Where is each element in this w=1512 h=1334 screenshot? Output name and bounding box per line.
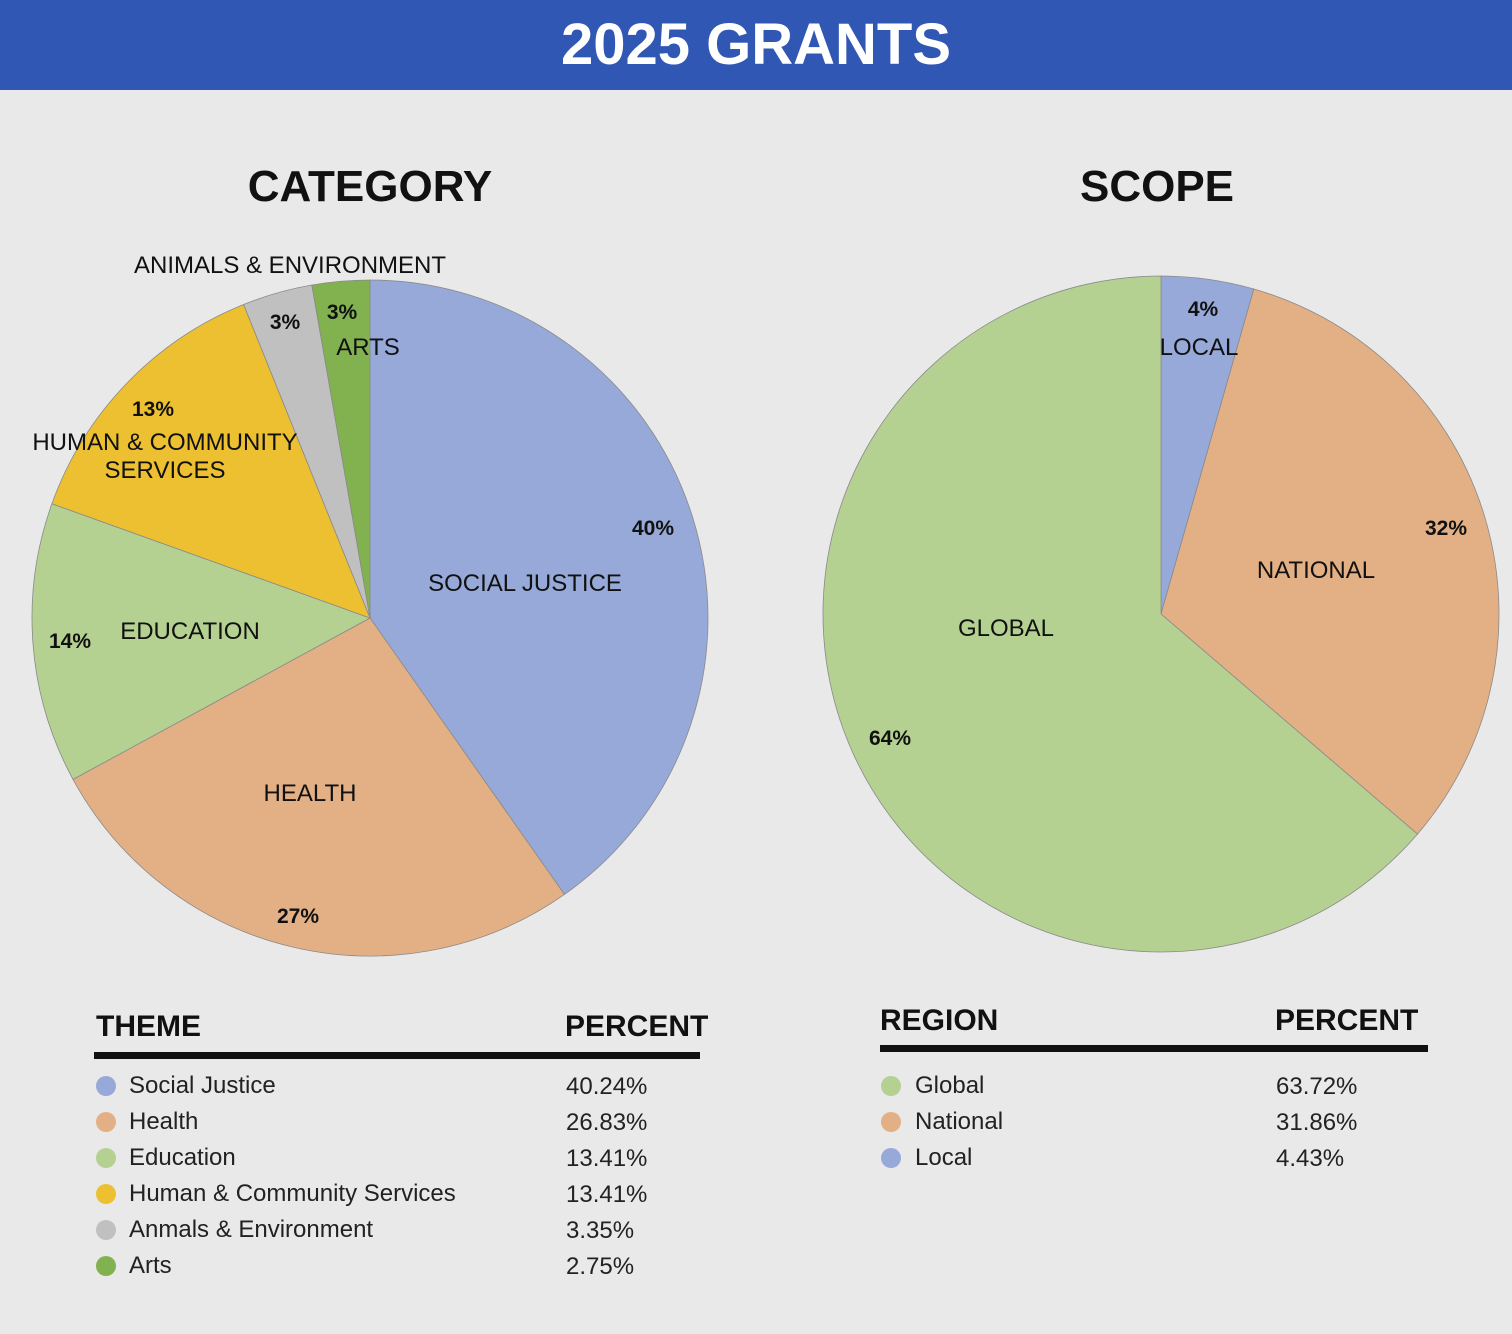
slice-label: HEALTH — [263, 780, 357, 807]
table-header: THEME — [96, 1010, 201, 1043]
header-bar — [0, 0, 1512, 90]
row-name: Anmals & Environment — [129, 1216, 374, 1243]
pie-slice — [1160, 288, 1500, 835]
row-percent: 26.83% — [566, 1109, 648, 1136]
chart-title: SCOPE — [1079, 162, 1235, 211]
pie-slice — [822, 275, 1419, 953]
row-name: Local — [915, 1144, 973, 1171]
pie-slice — [311, 279, 371, 619]
slice-label: HUMAN & COMMUNITY SERVICES — [32, 429, 298, 484]
row-percent: 13.41% — [566, 1181, 648, 1208]
pie-slice — [31, 503, 371, 780]
legend-dot — [96, 1220, 116, 1240]
legend-dot — [96, 1076, 116, 1096]
value-label: 32% — [1424, 517, 1468, 540]
value-label: 14% — [48, 630, 92, 653]
table-header: PERCENT — [565, 1010, 709, 1043]
row-percent: 4.43% — [1276, 1145, 1345, 1172]
slice-label: ANIMALS & ENVIRONMENT — [133, 252, 447, 279]
row-percent: 31.86% — [1276, 1109, 1358, 1136]
legend-dot — [881, 1112, 901, 1132]
value-label: 13% — [131, 398, 175, 421]
legend-dot — [881, 1076, 901, 1096]
pie-slice — [51, 304, 371, 619]
table-header: REGION — [880, 1004, 999, 1037]
row-name: Global — [915, 1072, 985, 1099]
legend-dot — [96, 1256, 116, 1276]
value-label: 27% — [276, 905, 320, 928]
row-name: Arts — [129, 1252, 172, 1279]
chart-title: CATEGORY — [247, 162, 493, 211]
row-percent: 2.75% — [566, 1253, 635, 1280]
value-label: 4% — [1187, 298, 1219, 321]
row-percent: 13.41% — [566, 1145, 648, 1172]
table-header: PERCENT — [1275, 1004, 1419, 1037]
slice-label: SOCIAL JUSTICE — [428, 570, 622, 597]
row-percent: 40.24% — [566, 1073, 648, 1100]
header-rule — [880, 1045, 1428, 1052]
page-title: 2025 GRANTS — [560, 12, 952, 77]
row-name: Social Justice — [129, 1072, 276, 1099]
row-percent: 63.72% — [1276, 1073, 1358, 1100]
row-name: Human & Community Services — [129, 1180, 456, 1207]
slice-label: GLOBAL — [957, 615, 1055, 642]
slice-label: EDUCATION — [120, 618, 260, 645]
row-name: Health — [129, 1108, 199, 1135]
slice-label: ARTS — [336, 334, 400, 361]
legend-dot — [96, 1184, 116, 1204]
pie-slice — [72, 617, 566, 957]
row-percent: 3.35% — [566, 1217, 635, 1244]
slice-label: NATIONAL — [1256, 557, 1376, 584]
header-rule — [94, 1052, 700, 1059]
legend-dot — [96, 1148, 116, 1168]
row-name: Education — [129, 1144, 236, 1171]
value-label: 3% — [269, 311, 301, 334]
legend-dot — [881, 1148, 901, 1168]
value-label: 40% — [631, 517, 675, 540]
legend-dot — [96, 1112, 116, 1132]
row-name: National — [915, 1108, 1004, 1135]
pie-slice — [369, 279, 709, 896]
value-label: 64% — [868, 727, 912, 750]
value-label: 3% — [326, 301, 358, 324]
slice-label: LOCAL — [1159, 334, 1239, 361]
